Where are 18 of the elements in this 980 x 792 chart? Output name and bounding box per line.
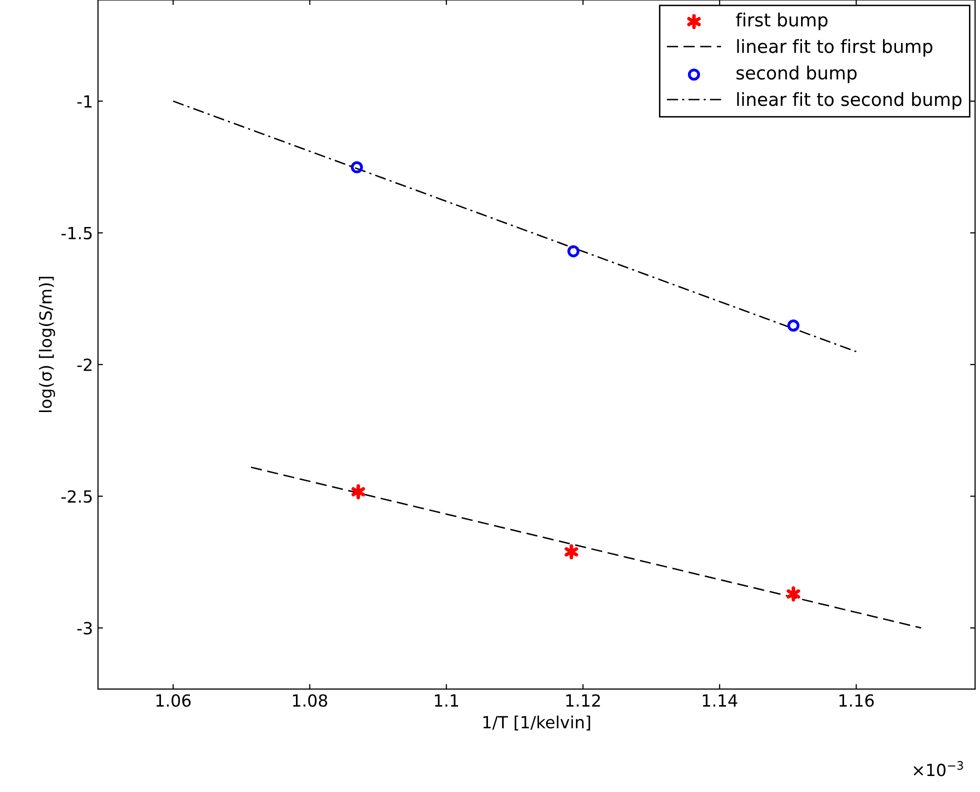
legend-label: first bump [736, 12, 828, 30]
x-tick-label: 1.1 [434, 694, 458, 707]
y-tick-label: -1.5 [61, 227, 92, 240]
x-axis-title: 1/T [1/kelvin] [483, 716, 590, 730]
y-axis-title: log(σ) [log(S/m)] [38, 276, 56, 412]
x-tick-label: 1.16 [840, 694, 874, 707]
y-tick-label: -2.5 [61, 490, 92, 503]
legend-label: second bump [736, 66, 857, 84]
x-tick-label: 1.06 [156, 694, 191, 707]
legend-label: linear fit to first bump [737, 39, 932, 57]
x-tick-label: 1.08 [293, 694, 328, 707]
y-tick-label: -2 [77, 358, 92, 371]
y-tick-label: -1 [77, 95, 92, 108]
x-tick-label: 1.12 [566, 694, 600, 707]
legend-label: linear fit to second bump [737, 92, 962, 110]
text: ×10$^{−3}$ [914, 760, 963, 776]
x-tick-label: 1.14 [702, 694, 738, 707]
y-tick-label: -3 [77, 622, 92, 634]
